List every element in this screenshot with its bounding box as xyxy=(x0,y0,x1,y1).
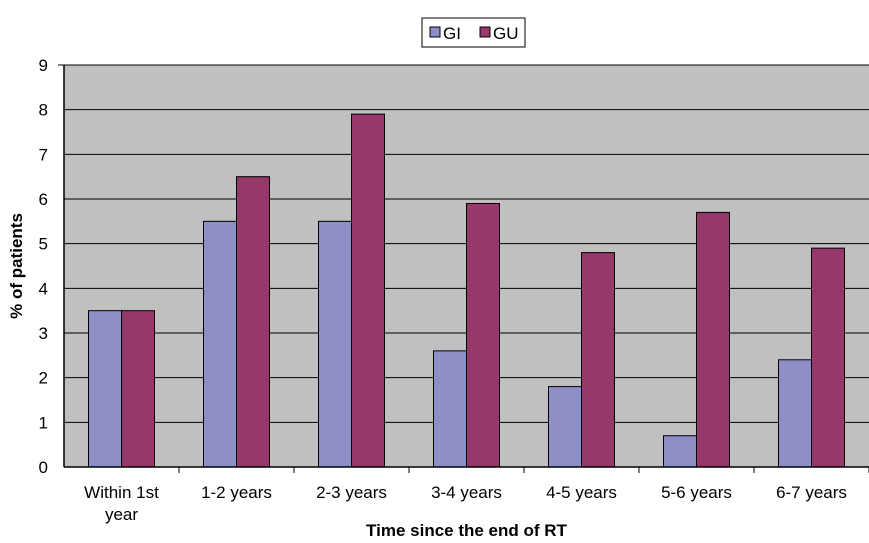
x-tick-label: 4-5 years xyxy=(546,483,617,502)
y-tick-labels: 0 1 2 3 4 5 6 7 8 9 xyxy=(39,56,48,477)
y-tick-label: 1 xyxy=(39,413,48,432)
bar-gu-7 xyxy=(811,247,845,468)
x-tick-label: Within 1st year xyxy=(84,483,159,524)
bar-gi-5 xyxy=(548,386,582,468)
x-tick-labels: Within 1st year 1-2 years 2-3 years 3-4 year… xyxy=(84,483,847,524)
legend-swatch-gi xyxy=(429,26,441,38)
bar-gi-7 xyxy=(778,359,812,468)
x-tick-label: 2-3 years xyxy=(316,483,387,502)
y-tick-label: 6 xyxy=(39,190,48,209)
bar-gu-6 xyxy=(696,211,730,468)
y-tick-label: 0 xyxy=(39,458,48,477)
bar-gu-2 xyxy=(236,176,270,468)
x-axis-title: Time since the end of RT xyxy=(366,521,568,540)
bar-gu-4 xyxy=(466,202,500,468)
bar-gu-3 xyxy=(351,113,385,468)
bar-gi-1 xyxy=(88,310,122,468)
y-axis-title: % of patients xyxy=(7,213,26,319)
y-tick-label: 2 xyxy=(39,369,48,388)
axes xyxy=(58,64,869,473)
x-tick-label: 5-6 years xyxy=(661,483,732,502)
y-tick-label: 9 xyxy=(39,56,48,75)
bar-gu-1 xyxy=(121,310,155,468)
y-tick-label: 8 xyxy=(39,101,48,120)
bars xyxy=(88,113,845,468)
y-tick-label: 3 xyxy=(39,324,48,343)
bar-gi-2 xyxy=(203,220,237,468)
legend-label-gi: GI xyxy=(443,24,461,43)
y-tick-label: 4 xyxy=(39,279,48,298)
legend: GI GU xyxy=(421,17,526,48)
x-tick-label: 3-4 years xyxy=(431,483,502,502)
bar-gi-4 xyxy=(433,350,467,468)
bar-gi-3 xyxy=(318,220,352,468)
x-tick-label: 6-7 years xyxy=(776,483,847,502)
x-tick-label: 1-2 years xyxy=(201,483,272,502)
bar-gi-6 xyxy=(663,435,697,468)
y-tick-label: 7 xyxy=(39,145,48,164)
legend-label-gu: GU xyxy=(493,24,519,43)
bar-gu-5 xyxy=(581,252,615,468)
y-tick-label: 5 xyxy=(39,235,48,254)
legend-swatch-gu xyxy=(479,26,491,38)
